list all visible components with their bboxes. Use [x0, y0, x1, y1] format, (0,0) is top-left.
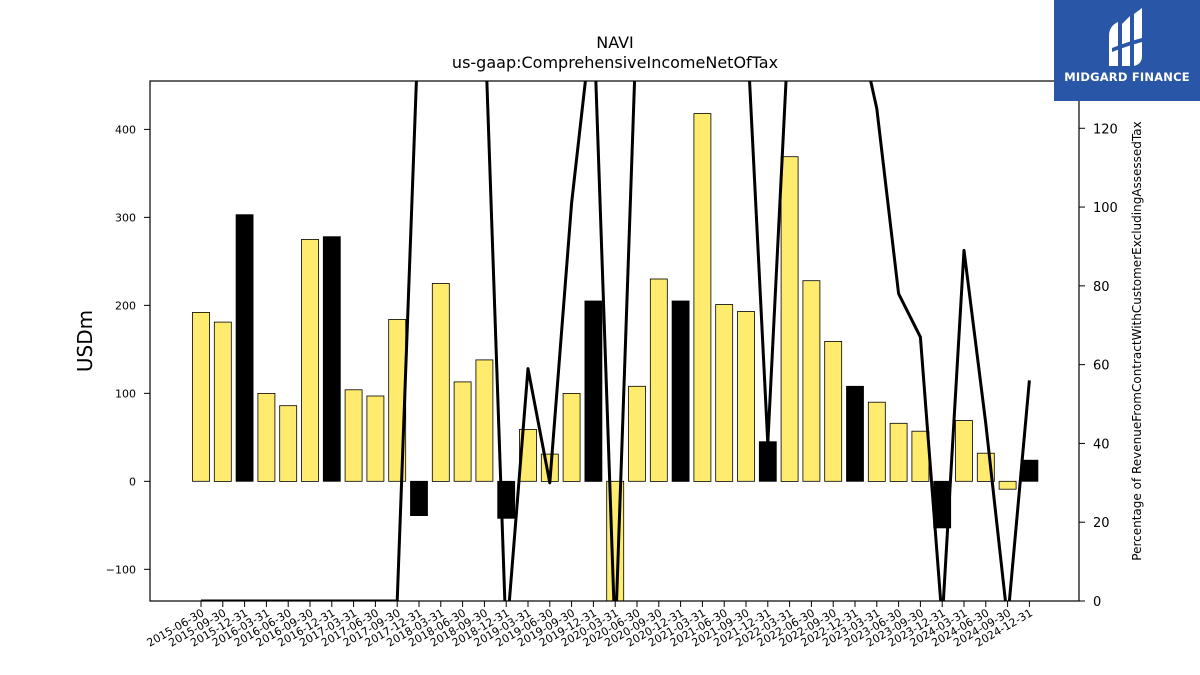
y2-tick-label: 20	[1093, 516, 1110, 531]
bar	[671, 300, 690, 482]
y2-tick-label: 120	[1093, 122, 1118, 137]
bar	[628, 385, 646, 482]
bar	[693, 113, 712, 482]
bar	[846, 385, 864, 482]
bar	[889, 422, 908, 482]
bar	[911, 430, 930, 482]
bar	[802, 280, 821, 482]
bar	[431, 282, 450, 482]
bar	[867, 401, 886, 482]
bar	[257, 392, 276, 482]
bar	[824, 340, 843, 482]
chart-subtitle: us-gaap:ComprehensiveIncomeNetOfTax	[452, 53, 778, 72]
series-line	[201, 81, 1031, 601]
y-tick-label: 0	[129, 475, 136, 488]
logo-mark-icon	[1109, 8, 1142, 66]
bar	[192, 311, 210, 482]
y-tick-label: 200	[115, 299, 136, 312]
logo-text: MIDGARD FINANCE	[1064, 70, 1190, 84]
bar	[998, 480, 1017, 490]
bar	[519, 428, 537, 482]
bar	[737, 311, 755, 482]
bar	[322, 236, 341, 482]
bar	[279, 405, 298, 482]
bar	[584, 300, 603, 482]
bar	[235, 214, 254, 482]
bar	[366, 395, 385, 482]
y2-tick-label: 60	[1093, 359, 1110, 374]
y-axis-label: USDm	[73, 310, 97, 372]
bar	[955, 420, 973, 482]
brand-logo: MIDGARD FINANCE	[1054, 0, 1200, 101]
y-tick-label: 100	[115, 387, 136, 400]
plot-frame	[149, 80, 1080, 602]
bar	[1020, 459, 1039, 482]
bar	[301, 238, 319, 482]
bar	[780, 156, 799, 482]
chart-title: NAVI	[596, 33, 634, 52]
bar	[562, 392, 581, 482]
y-tick-label: 300	[115, 211, 136, 224]
bar	[649, 278, 668, 482]
y-tick-label: −100	[106, 563, 136, 576]
y2-tick-label: 40	[1093, 437, 1110, 452]
bar	[344, 389, 363, 482]
bar	[410, 480, 428, 516]
bar	[758, 441, 777, 482]
y2-tick-label: 80	[1093, 280, 1110, 295]
y2-axis-label: Percentage of RevenueFromContractWithCus…	[1130, 121, 1144, 560]
y-tick-label: 400	[115, 123, 136, 136]
y2-tick-label: 0	[1093, 595, 1101, 610]
bar	[213, 321, 232, 482]
bar	[475, 359, 494, 482]
bar	[715, 304, 734, 482]
y2-tick-label: 100	[1093, 201, 1118, 216]
bar	[453, 381, 472, 482]
